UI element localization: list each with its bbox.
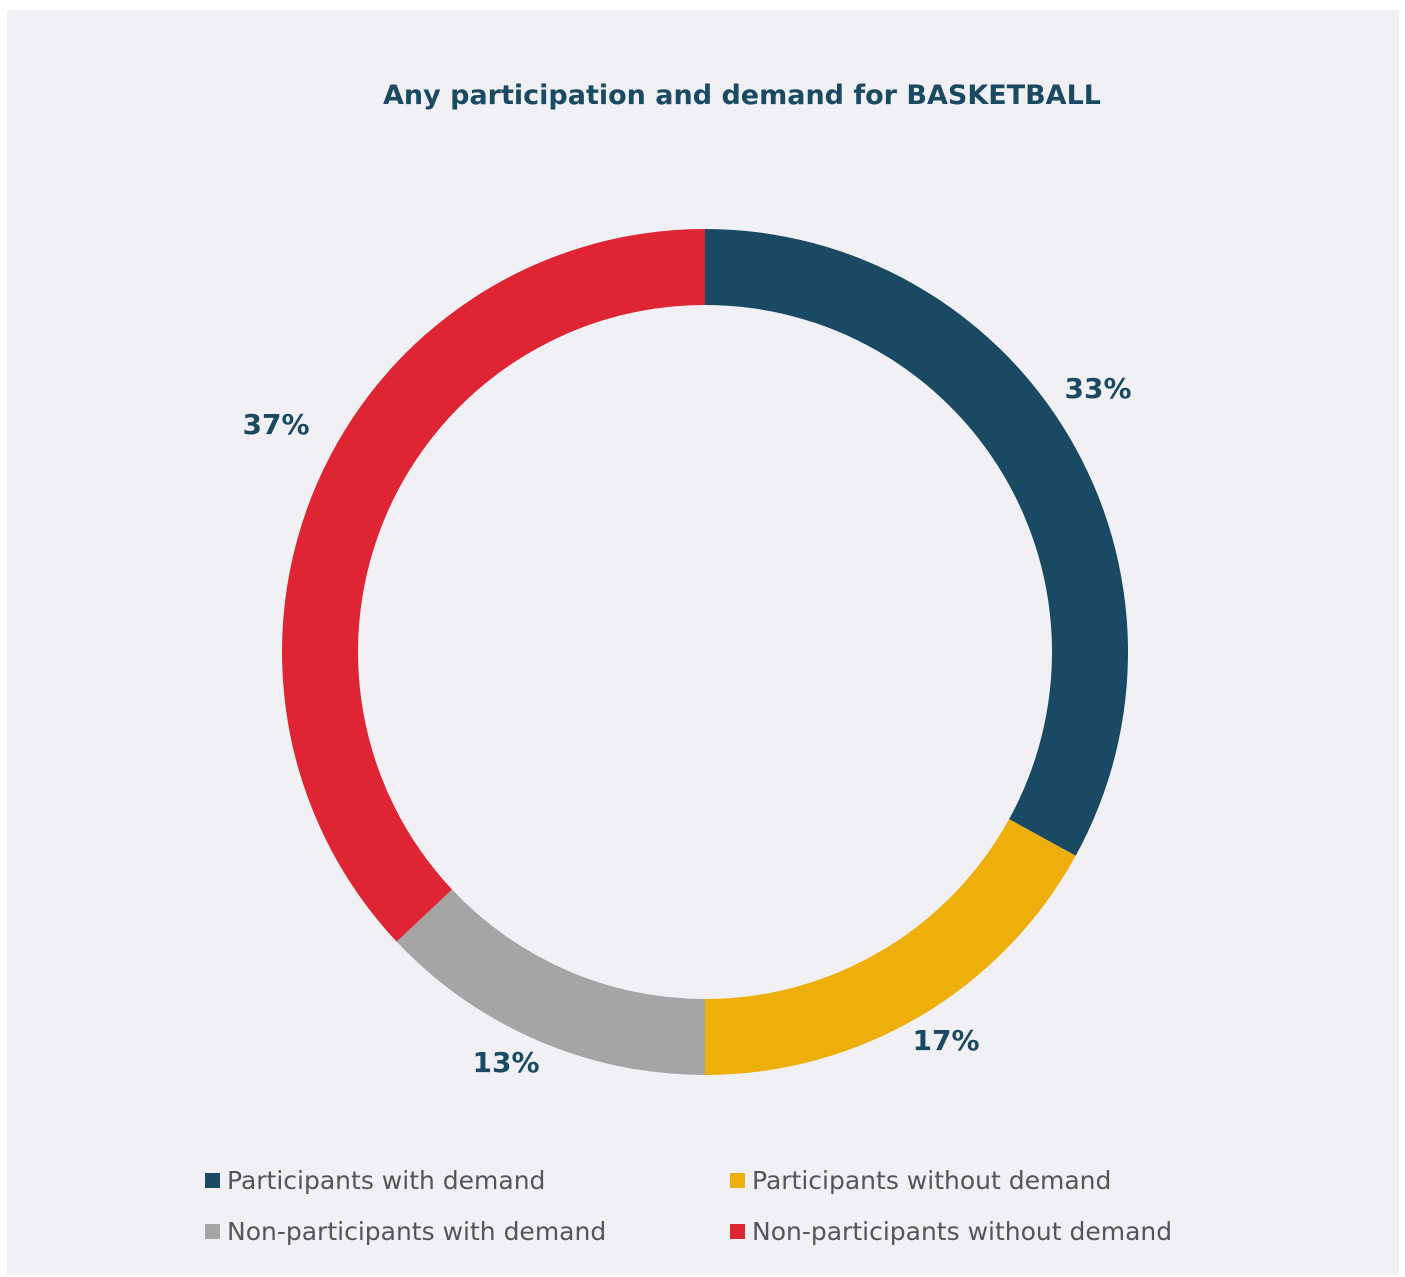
donut-slice-non-participants-without-demand	[281, 229, 705, 942]
data-label: 37%	[242, 408, 309, 441]
donut-slice-participants-without-demand	[705, 819, 1076, 1075]
data-label: 17%	[912, 1024, 979, 1057]
donut-slice-participants-with-demand	[705, 229, 1128, 856]
chart-title: Any participation and demand for BASKETB…	[383, 80, 1101, 111]
data-label: 33%	[1064, 372, 1131, 405]
data-label: 13%	[472, 1046, 539, 1079]
donut-slice-non-participants-with-demand	[396, 889, 705, 1075]
